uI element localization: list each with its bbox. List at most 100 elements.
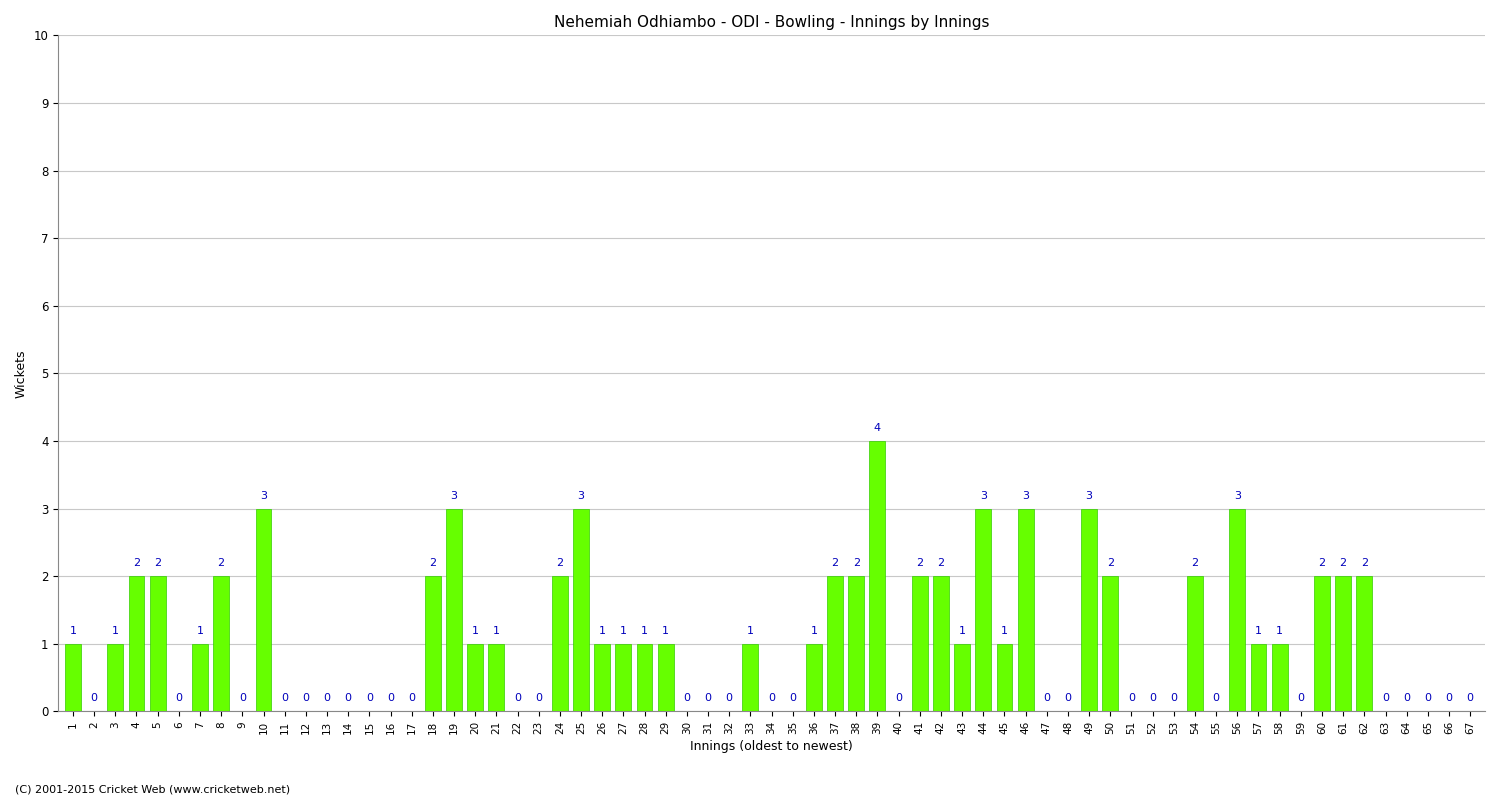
Text: 1: 1: [69, 626, 76, 636]
Text: 1: 1: [662, 626, 669, 636]
Bar: [594, 644, 610, 711]
Text: 2: 2: [217, 558, 225, 568]
Bar: [849, 576, 864, 711]
Text: 0: 0: [726, 694, 732, 703]
Text: 0: 0: [536, 694, 542, 703]
Text: 0: 0: [1044, 694, 1050, 703]
Text: 2: 2: [1360, 558, 1368, 568]
Text: 1: 1: [598, 626, 606, 636]
Text: 1: 1: [1276, 626, 1282, 636]
Text: 0: 0: [238, 694, 246, 703]
Bar: [489, 644, 504, 711]
Text: 0: 0: [768, 694, 776, 703]
Text: 3: 3: [578, 490, 585, 501]
Bar: [64, 644, 81, 711]
Bar: [827, 576, 843, 711]
Text: 0: 0: [408, 694, 416, 703]
Text: 1: 1: [494, 626, 500, 636]
Bar: [636, 644, 652, 711]
Text: 0: 0: [280, 694, 288, 703]
Text: 1: 1: [1000, 626, 1008, 636]
Text: 0: 0: [1425, 694, 1431, 703]
Text: 0: 0: [1065, 694, 1071, 703]
Text: 3: 3: [1086, 490, 1092, 501]
Text: 1: 1: [640, 626, 648, 636]
Text: 3: 3: [1234, 490, 1240, 501]
Text: 1: 1: [958, 626, 966, 636]
Bar: [1356, 576, 1372, 711]
Text: 1: 1: [747, 626, 754, 636]
Bar: [468, 644, 483, 711]
Text: 1: 1: [810, 626, 818, 636]
Text: 0: 0: [1170, 694, 1178, 703]
Text: 0: 0: [1298, 694, 1305, 703]
Text: 2: 2: [831, 558, 839, 568]
Text: 2: 2: [852, 558, 859, 568]
Bar: [1251, 644, 1266, 711]
Bar: [933, 576, 950, 711]
Text: 0: 0: [1382, 694, 1389, 703]
Text: 2: 2: [1340, 558, 1347, 568]
Bar: [975, 509, 992, 711]
Text: 0: 0: [705, 694, 711, 703]
Bar: [1082, 509, 1096, 711]
Text: 0: 0: [1149, 694, 1156, 703]
Text: 0: 0: [789, 694, 796, 703]
Bar: [552, 576, 568, 711]
Text: 2: 2: [134, 558, 140, 568]
Text: 0: 0: [684, 694, 690, 703]
Title: Nehemiah Odhiambo - ODI - Bowling - Innings by Innings: Nehemiah Odhiambo - ODI - Bowling - Inni…: [554, 15, 990, 30]
Text: 3: 3: [1022, 490, 1029, 501]
Text: 0: 0: [366, 694, 374, 703]
Bar: [996, 644, 1012, 711]
Bar: [1314, 576, 1330, 711]
Text: 1: 1: [112, 626, 118, 636]
Bar: [446, 509, 462, 711]
Bar: [658, 644, 674, 711]
Text: 0: 0: [324, 694, 330, 703]
Bar: [150, 576, 165, 711]
Bar: [1230, 509, 1245, 711]
Text: 0: 0: [514, 694, 520, 703]
Bar: [1102, 576, 1118, 711]
Text: 2: 2: [429, 558, 436, 568]
Bar: [1186, 576, 1203, 711]
Text: 3: 3: [260, 490, 267, 501]
Text: 0: 0: [1402, 694, 1410, 703]
Text: 0: 0: [90, 694, 98, 703]
Text: 2: 2: [1191, 558, 1198, 568]
Bar: [1017, 509, 1034, 711]
Text: 2: 2: [1318, 558, 1326, 568]
Text: 0: 0: [387, 694, 394, 703]
Bar: [108, 644, 123, 711]
Bar: [742, 644, 759, 711]
Bar: [912, 576, 927, 711]
Text: 3: 3: [450, 490, 458, 501]
Text: 2: 2: [916, 558, 924, 568]
Text: 4: 4: [874, 423, 880, 433]
Y-axis label: Wickets: Wickets: [15, 349, 28, 398]
Text: 0: 0: [1467, 694, 1473, 703]
Text: 0: 0: [176, 694, 183, 703]
Bar: [1335, 576, 1352, 711]
X-axis label: Innings (oldest to newest): Innings (oldest to newest): [690, 740, 853, 753]
Bar: [615, 644, 632, 711]
Text: 2: 2: [154, 558, 160, 568]
Bar: [255, 509, 272, 711]
Bar: [192, 644, 208, 711]
Text: 2: 2: [556, 558, 564, 568]
Bar: [954, 644, 970, 711]
Text: 0: 0: [1128, 694, 1136, 703]
Bar: [1272, 644, 1287, 711]
Text: (C) 2001-2015 Cricket Web (www.cricketweb.net): (C) 2001-2015 Cricket Web (www.cricketwe…: [15, 784, 290, 794]
Bar: [573, 509, 590, 711]
Text: 0: 0: [345, 694, 351, 703]
Text: 1: 1: [1256, 626, 1262, 636]
Text: 0: 0: [303, 694, 309, 703]
Text: 1: 1: [620, 626, 627, 636]
Text: 3: 3: [980, 490, 987, 501]
Bar: [213, 576, 230, 711]
Text: 1: 1: [196, 626, 204, 636]
Bar: [129, 576, 144, 711]
Bar: [806, 644, 822, 711]
